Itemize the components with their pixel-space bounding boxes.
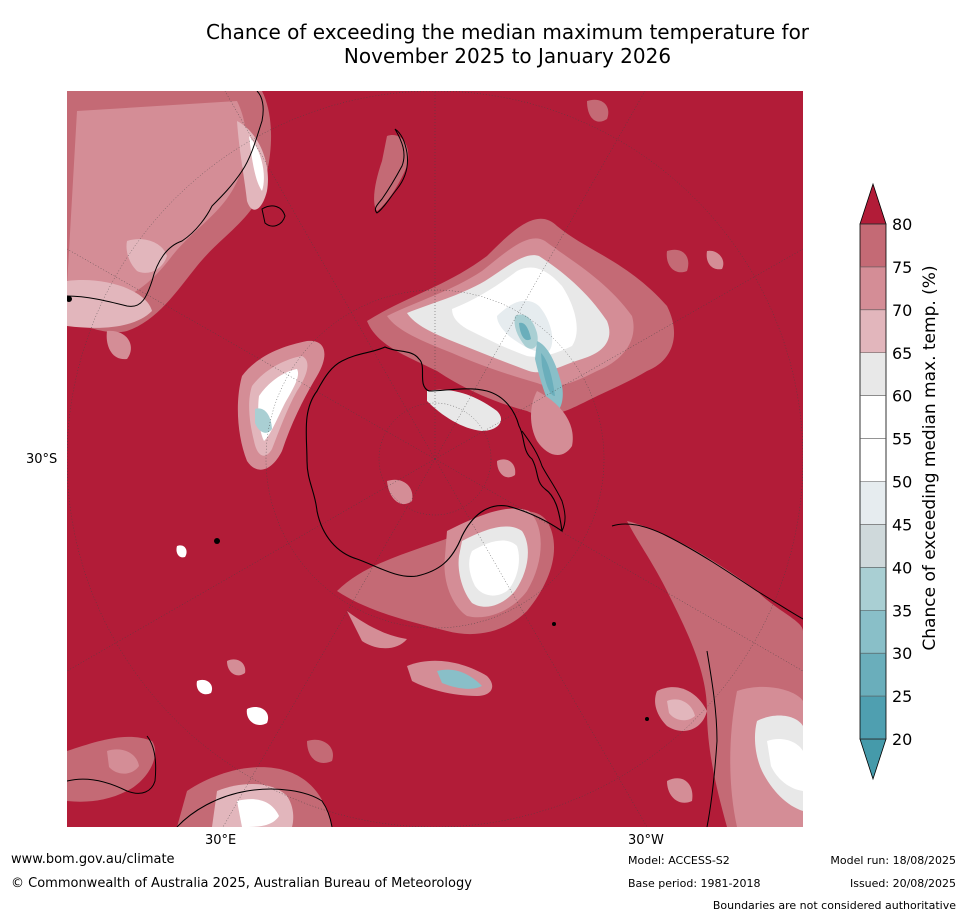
footer-issued: Issued: 20/08/2025 [849,877,956,890]
colorbar-tick-label-35: 35 [892,601,912,620]
footer-model: Model: ACCESS-S2 [628,854,730,867]
colorbar-tick-label-25: 25 [892,687,912,706]
central-anomaly-region [367,218,675,456]
longitude-label-30w: 30°W [628,833,664,848]
scattered-anomaly-patches [176,99,724,803]
south-america-coastline [611,523,803,827]
australia-anomaly-region [67,91,272,360]
colorbar-block-45 [860,481,886,525]
southern-africa-region [67,736,332,827]
colorbar-block-70 [860,266,886,310]
new-zealand-coastline [374,128,408,214]
antarctica-coastline [305,346,563,577]
antarctica-temperature-map [67,91,803,827]
colorbar-tick-label-40: 40 [892,558,912,577]
title-line-2: November 2025 to January 2026 [343,44,672,68]
colorbar-under-triangle [859,738,887,781]
footer-disclaimer: Boundaries are not considered authoritat… [712,899,956,912]
tasmania-coast [261,205,286,227]
colorbar-tick-label-65: 65 [892,344,912,363]
colorbar-tick-label-55: 55 [892,430,912,449]
colorbar-block-55 [860,395,886,439]
colorbar-tick-label-60: 60 [892,387,912,406]
colorbar-over-triangle [859,182,887,225]
colorbar-block-65 [860,309,886,353]
colorbar-ticks: 20 25 30 35 40 45 50 55 60 65 70 75 80 [860,215,912,749]
map-title: Chance of exceeding the median maximum t… [0,20,965,68]
colorbar-block-75 [860,224,886,267]
colorbar-tick-label-30: 30 [892,644,912,663]
footer-website: www.bom.gov.au/climate [11,852,175,867]
colorbar-block-50 [860,438,886,482]
colorbar-tick-label-75: 75 [892,258,912,277]
south-atlantic-anomaly-region [337,508,555,696]
colorbar: 20 25 30 35 40 45 50 55 60 65 70 75 80 [859,182,912,781]
colorbar-title: Chance of exceeding median max. temp. (%… [920,265,940,651]
colorbar-block-40 [860,524,886,568]
indian-ocean-anomaly-region [237,340,325,470]
colorbar-tick-label-45: 45 [892,515,912,534]
colorbar-tick-label-80: 80 [892,215,912,234]
southern-africa-coastline [67,735,333,827]
colorbar-tick-label-50: 50 [892,473,912,492]
australia-coastline [67,91,264,307]
colorbar-tick-label-20: 20 [892,730,912,749]
colorbar-tick-label-70: 70 [892,301,912,320]
islands [67,296,649,721]
latitude-label-30s: 30°S [26,452,58,467]
colorbar-blocks [859,182,887,781]
longitude-label-30e: 30°E [205,833,237,848]
colorbar-block-20 [860,696,886,739]
footer-copyright: © Commonwealth of Australia 2025, Austra… [11,876,472,891]
graticule [67,91,803,827]
south-america-region [627,521,803,827]
footer-base-period: Base period: 1981-2018 [628,877,761,890]
footer-model-run: Model run: 18/08/2025 [830,854,956,867]
title-line-1: Chance of exceeding the median maximum t… [205,20,810,44]
colorbar-block-30 [860,610,886,654]
colorbar-block-25 [860,653,886,697]
antarctic-peninsula [521,430,566,532]
new-zealand-region [374,135,409,211]
colorbar-block-60 [860,352,886,396]
colorbar-block-35 [860,567,886,611]
